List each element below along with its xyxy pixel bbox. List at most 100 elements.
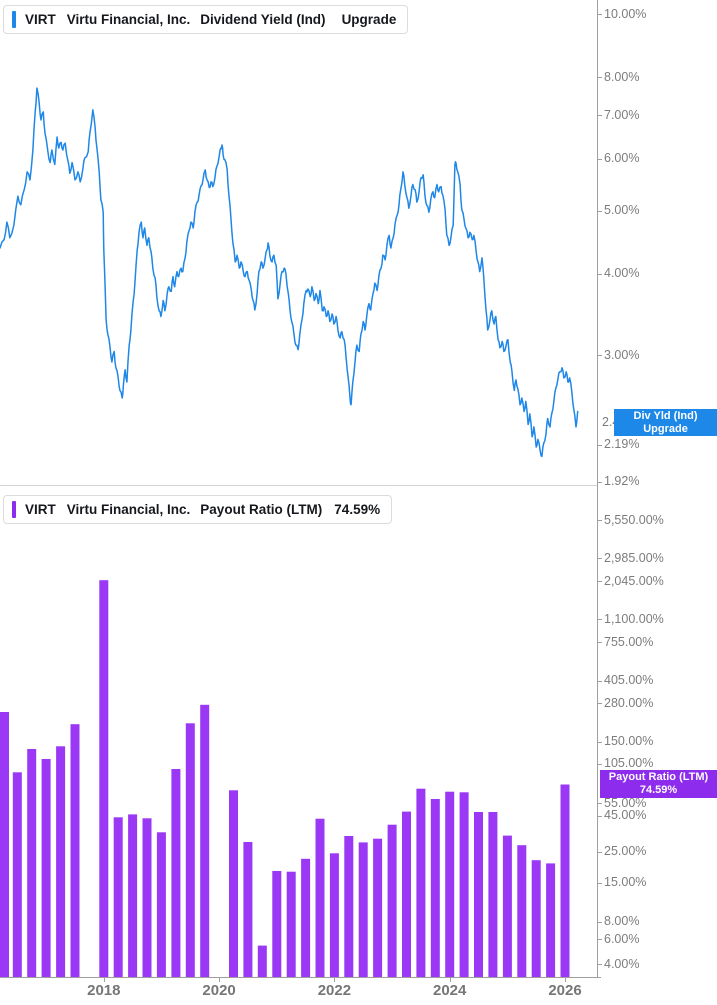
legend-ticker: VIRT (25, 502, 56, 517)
payout-ratio-bar (315, 818, 325, 977)
y-tick-mark (597, 703, 602, 705)
legend-color-strip (12, 501, 16, 518)
x-tick-label: 2018 (87, 982, 121, 999)
badge-upgrade-label[interactable]: Upgrade (643, 422, 688, 435)
legend-color-strip (12, 11, 16, 28)
legend-company: Virtu Financial, Inc. (66, 12, 191, 27)
y-tick-mark (597, 882, 602, 884)
y-tick-mark (597, 763, 602, 765)
x-tick-mark (219, 977, 221, 982)
y-tick-label: 5,550.00% (604, 512, 664, 527)
payout-ratio-bar (128, 814, 138, 977)
payout-ratio-bar (531, 860, 541, 977)
badge-metric-label: Div Yld (Ind) (633, 409, 698, 422)
legend-upgrade-link[interactable]: Upgrade (341, 12, 397, 27)
payout-ratio-bar (560, 784, 570, 977)
y-tick-mark (597, 939, 602, 941)
y-tick-mark (597, 642, 602, 644)
legend-company: Virtu Financial, Inc. (66, 502, 191, 517)
y-tick-label: 2,045.00% (604, 573, 664, 588)
x-tick-label: 2022 (317, 982, 352, 999)
payout-ratio-bar (0, 712, 9, 977)
payout-ratio-bar (142, 818, 152, 977)
payout-ratio-bar (272, 871, 282, 977)
x-tick-mark (449, 977, 451, 982)
y-tick-mark (597, 803, 602, 805)
y-tick-label: 3.00% (604, 347, 640, 362)
payout-ratio-bar (301, 858, 311, 977)
legend-metric: Payout Ratio (LTM) (200, 502, 323, 517)
y-tick-label: 4.00% (604, 956, 640, 971)
y-tick-label: 1.92% (604, 474, 640, 489)
y-tick-label: 280.00% (604, 695, 654, 710)
payout-ratio-bar (99, 580, 109, 977)
y-tick-mark (597, 115, 602, 117)
payout-ratio-bar (171, 769, 181, 977)
y-tick-mark (597, 581, 602, 583)
legend-ticker: VIRT (25, 12, 56, 27)
y-tick-mark (597, 815, 602, 817)
payout-ratio-bar (474, 812, 483, 977)
payout-ratio-bar (373, 838, 383, 977)
payout-ratio-bar (358, 842, 368, 977)
payout-ratio-bar (200, 704, 210, 977)
payout-ratio-bar (546, 863, 556, 977)
payout-ratio-bar (402, 811, 411, 977)
payout-ratio-bar (113, 817, 123, 977)
y-tick-label: 7.00% (604, 107, 640, 122)
y-tick-mark (597, 158, 602, 160)
dividend-yield-last-value-badge[interactable]: Div Yld (Ind) Upgrade (614, 409, 717, 436)
x-tick-mark (565, 977, 566, 982)
y-tick-label: 2,985.00% (604, 550, 664, 565)
x-tick-mark (103, 977, 105, 982)
payout-ratio-bar (70, 724, 80, 977)
y-tick-label: 10.00% (604, 6, 647, 21)
payout-ratio-bar (12, 772, 22, 977)
y-tick-mark (597, 14, 602, 15)
y-tick-label: 8.00% (604, 69, 640, 84)
payout-ratio-bar (27, 749, 37, 977)
y-tick-label: 105.00% (604, 756, 654, 770)
dividend-yield-legend[interactable]: VIRT Virtu Financial, Inc. Dividend Yiel… (3, 5, 409, 34)
payout-ratio-last-value-badge[interactable]: Payout Ratio (LTM) 74.59% (600, 770, 717, 798)
payout-ratio-bar (329, 853, 339, 977)
payout-ratio-bar (185, 723, 195, 977)
payout-ratio-bar (229, 790, 238, 977)
x-tick-label: 2026 (548, 982, 582, 999)
y-tick-label: 405.00% (604, 673, 654, 688)
badge-metric-label: Payout Ratio (LTM) (608, 771, 709, 783)
y-tick-mark (597, 921, 602, 923)
y-tick-mark (597, 481, 602, 483)
y-tick-mark (597, 77, 602, 79)
y-tick-label: 4.00% (604, 266, 640, 281)
y-tick-label: 1,100.00% (604, 611, 664, 626)
y-tick-mark (597, 619, 602, 621)
payout-ratio-bar (502, 835, 512, 977)
y-tick-mark (597, 680, 602, 682)
y-tick-label: 25.00% (604, 844, 647, 858)
y-tick-label: 2.19% (604, 437, 640, 451)
y-tick-mark (597, 520, 602, 521)
payout-ratio-bar (445, 791, 455, 977)
y-tick-label: 5.00% (604, 203, 640, 217)
right-axis-line (597, 0, 598, 978)
payout-ratio-bar (344, 836, 354, 977)
payout-ratio-bar (156, 832, 166, 977)
y-tick-label: 150.00% (604, 734, 654, 749)
payout-ratio-legend[interactable]: VIRT Virtu Financial, Inc. Payout Ratio … (3, 495, 393, 524)
y-tick-mark (597, 964, 602, 965)
y-tick-mark (597, 355, 602, 357)
payout-ratio-bar (286, 871, 296, 977)
payout-ratio-bar (430, 799, 440, 977)
dividend-yield-line (0, 87, 579, 458)
x-axis-line (0, 977, 601, 978)
y-tick-label: 8.00% (604, 914, 640, 928)
legend-metric: Dividend Yield (Ind) (200, 12, 326, 27)
y-tick-mark (597, 741, 602, 743)
x-tick-label: 2024 (433, 982, 467, 999)
payout-ratio-bar (56, 746, 66, 977)
x-tick-label: 2020 (202, 982, 236, 999)
panel-divider (0, 485, 597, 486)
